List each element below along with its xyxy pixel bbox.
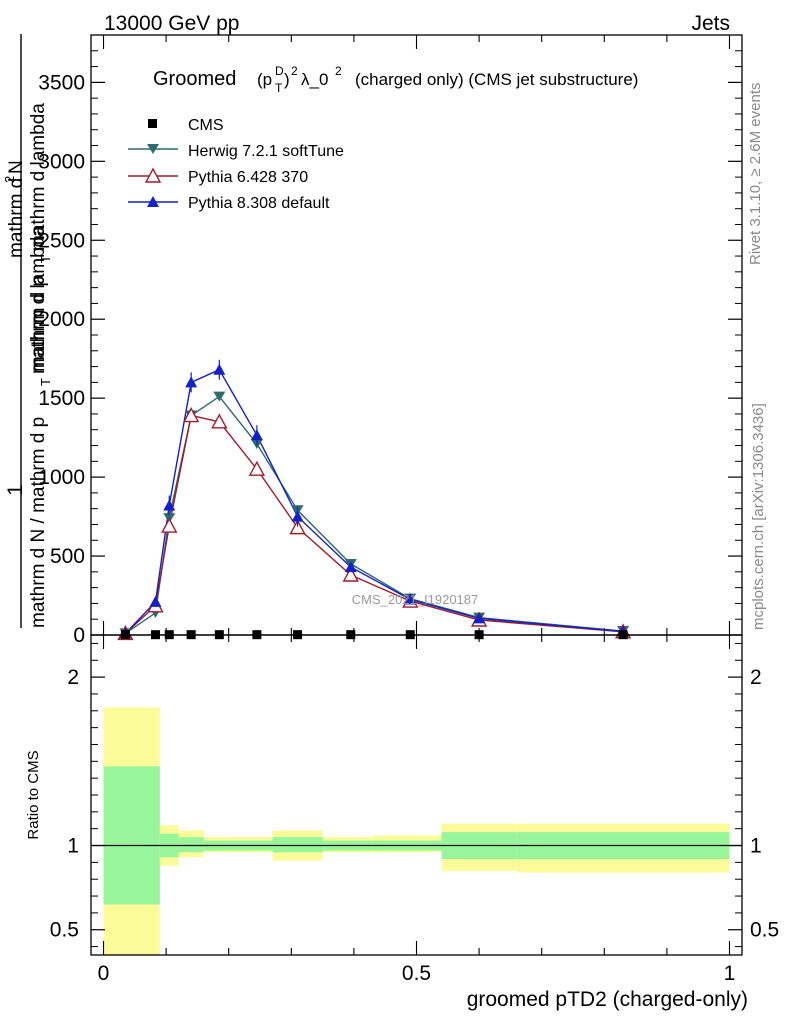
legend-item-pythia6: Pythia 6.428 370: [128, 167, 308, 186]
legend-label-pythia8: Pythia 8.308 default: [188, 195, 330, 212]
data-point-pythia-8-308-default: [163, 499, 176, 511]
legend-marker-pythia6: [144, 167, 162, 183]
svg-text:2: 2: [291, 64, 298, 78]
header-jets-label: Jets: [691, 12, 730, 35]
y-tick-label: 1000: [38, 466, 85, 489]
legend: CMS Herwig 7.2.1 softTune Pythia 6.428 3…: [128, 117, 344, 212]
data-point-pythia-6-428-370: [289, 519, 306, 535]
svg-text:mathrm d p: mathrm d p: [28, 276, 49, 372]
svg-text:λ_0: λ_0: [301, 70, 328, 89]
ratio-panel-frame: [90, 634, 743, 956]
legend-marker-pythia8: [147, 196, 159, 207]
data-point-pythia-8-308-default: [185, 376, 198, 388]
data-point-pythia-8-308-default: [473, 612, 486, 624]
main-axes: 0 500 1000 1500 2000 2500 3000 3500: [38, 34, 742, 647]
ratio-bands: [91, 707, 742, 955]
svg-text:mathrm d lambda: mathrm d lambda: [28, 226, 49, 374]
x-tick-label: 0.5: [402, 962, 431, 985]
x-tick-label: 0: [98, 962, 110, 985]
chart-title: Groomed (p D T ) 2 λ_0 2 (charged only) …: [153, 64, 638, 95]
ratio-inner-band: [178, 837, 204, 853]
legend-label-herwig: Herwig 7.2.1 softTune: [188, 143, 344, 160]
svg-text:mathrm d lambda: mathrm d lambda: [28, 103, 49, 251]
svg-text:(charged only) (CMS jet substr: (charged only) (CMS jet substructure): [355, 70, 638, 89]
y-tick-label: 1500: [38, 387, 85, 410]
y-tick-label: 2000: [38, 308, 85, 331]
legend-label-cms: CMS: [188, 117, 224, 134]
legend-marker-herwig: [147, 144, 159, 154]
ratio-y-tick-label: 0.5: [50, 919, 79, 942]
data-point-pythia-8-308-default: [291, 510, 304, 522]
ratio-y-tick-label: 1: [67, 835, 79, 858]
y-tick-label: 500: [50, 545, 85, 568]
svg-text:): ): [284, 70, 290, 89]
x-axis-label: groomed pTD2 (charged-only): [467, 988, 748, 1011]
svg-text:T: T: [275, 81, 283, 95]
legend-item-herwig: Herwig 7.2.1 softTune: [128, 143, 344, 160]
ratio-y-axis-label: Ratio to CMS: [25, 750, 42, 839]
data-point-pythia-6-428-370: [161, 517, 178, 533]
y-axis-label: 1 mathrm d N / mathrm d p T mathrm d lam…: [2, 34, 53, 628]
data-point-herwig-7-2-1-softtune: [213, 391, 226, 402]
ratio-y-tick-label-right: 2: [750, 666, 762, 689]
data-point-pythia-8-308-default: [149, 595, 162, 607]
svg-text:T: T: [38, 378, 53, 386]
svg-text:mathrm d N / mathrm d p: mathrm d N / mathrm d p: [28, 417, 49, 628]
legend-marker-cms: [148, 119, 157, 128]
svg-text:(p: (p: [257, 70, 272, 89]
x-tick-label: 1: [724, 962, 736, 985]
svg-text:mathrm d: mathrm d: [6, 178, 27, 258]
header-energy-label: 13000 GeV pp: [104, 12, 239, 35]
rivet-label: Rivet 3.1.10, ≥ 2.6M events: [747, 83, 764, 266]
legend-label-pythia6: Pythia 6.428 370: [188, 169, 308, 186]
svg-text:Groomed: Groomed: [153, 68, 236, 90]
data-point-pythia-8-308-default: [213, 363, 226, 375]
svg-text:1: 1: [4, 484, 27, 496]
mcplots-label: mcplots.cern.ch [arXiv:1306.3436]: [750, 403, 767, 630]
legend-item-cms: CMS: [148, 117, 224, 134]
legend-item-pythia8: Pythia 8.308 default: [128, 195, 330, 212]
svg-text:D: D: [275, 64, 284, 78]
data-point-pythia-8-308-default: [344, 561, 357, 573]
svg-text:2: 2: [2, 176, 17, 183]
ratio-y-tick-label-right: 0.5: [750, 919, 779, 942]
data-point-pythia-6-428-370: [182, 407, 200, 423]
svg-text:N: N: [6, 160, 27, 174]
data-point-pythia-6-428-370: [342, 566, 359, 582]
analysis-watermark: CMS_2021_I1920187: [352, 592, 479, 607]
y-tick-label: 3500: [38, 71, 85, 94]
y-tick-label: 3000: [38, 150, 85, 173]
svg-text:T: T: [38, 255, 53, 263]
ratio-inner-band: [272, 837, 323, 853]
data-point-pythia-6-428-370: [248, 460, 266, 476]
data-point-pythia-6-428-370: [211, 413, 228, 429]
data-point-pythia-8-308-default: [250, 429, 263, 441]
svg-text:2: 2: [335, 64, 342, 78]
ratio-y-tick-label: 2: [67, 666, 79, 689]
ratio-y-tick-label-right: 1: [750, 835, 762, 858]
y-tick-label: 0: [73, 624, 85, 647]
data-point-pythia-8-308-default: [404, 593, 417, 605]
ratio-axes: 0.5 0.5 1 1 2 2 0 0.5 1: [50, 635, 779, 985]
y-tick-label: 2500: [38, 229, 85, 252]
ratio-inner-band: [103, 766, 160, 905]
